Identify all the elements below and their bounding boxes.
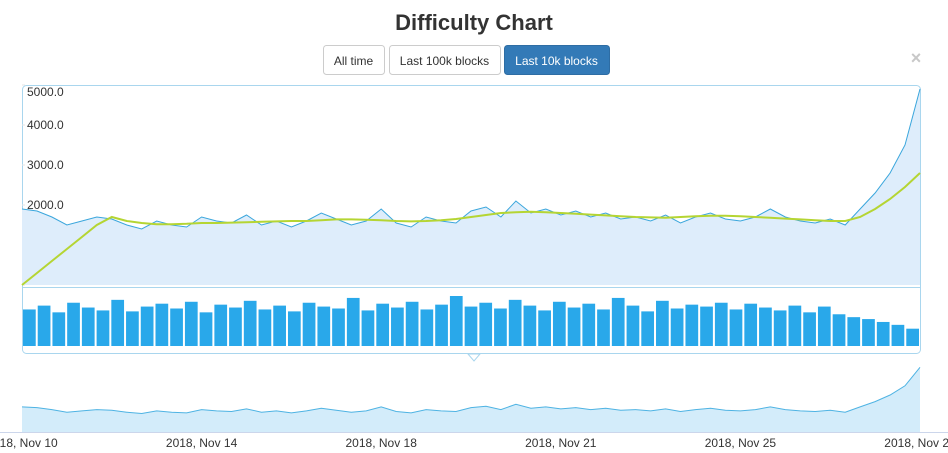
x-tick-label: 2018, Nov 28	[884, 436, 948, 450]
volume-bar	[435, 304, 448, 346]
volume-bar	[656, 300, 669, 346]
range-button-label[interactable]: All time	[334, 54, 374, 68]
volume-bar	[23, 309, 36, 346]
volume-bar	[773, 310, 787, 346]
volume-bar	[346, 297, 360, 346]
x-tick-label: 2018, Nov 18	[346, 436, 418, 450]
volume-bar	[862, 319, 875, 346]
x-tick-label: 2018, Nov 25	[705, 436, 777, 450]
volume-bar	[847, 317, 861, 346]
y-tick-label: 4000.0	[27, 118, 64, 132]
volume-bar	[700, 306, 713, 346]
close-button[interactable]: ×	[911, 48, 922, 68]
x-tick-label: 2018, Nov 21	[525, 436, 597, 450]
volume-bar	[405, 301, 419, 346]
volume-bar	[391, 307, 404, 346]
volume-bar	[744, 303, 758, 346]
y-tick-label: 5000.0	[27, 85, 64, 99]
volume-bar	[641, 311, 655, 346]
volume-bar	[538, 310, 551, 346]
volume-bar	[464, 306, 478, 346]
volume-bar	[832, 314, 846, 346]
y-tick-label: 2000.0	[27, 198, 64, 212]
volume-bar	[552, 301, 566, 346]
volume-bar	[582, 303, 596, 346]
average-line	[21, 172, 921, 286]
volume-bar	[788, 305, 802, 346]
range-button[interactable]	[504, 45, 610, 75]
range-button[interactable]	[389, 45, 501, 75]
volume-bar	[420, 309, 434, 346]
volume-bar	[611, 297, 625, 346]
volume-bar	[376, 303, 390, 346]
difficulty-line	[21, 88, 921, 230]
volume-bar	[361, 310, 375, 346]
volume-bar	[96, 310, 110, 346]
navigator-area	[22, 367, 920, 432]
volume-bar	[567, 307, 581, 346]
volume-bar	[273, 305, 286, 346]
volume-bar	[258, 309, 272, 346]
volume-bar	[214, 304, 228, 346]
volume-bar	[906, 328, 919, 346]
x-tick-label: 2018, Nov 10	[0, 436, 58, 450]
chart-title: Difficulty Chart	[395, 10, 553, 35]
volume-bar	[111, 299, 125, 346]
volume-bar	[714, 302, 728, 346]
volume-bar	[685, 304, 699, 346]
volume-bar	[140, 306, 154, 346]
volume-bar	[876, 321, 890, 346]
volume-bar	[155, 303, 169, 346]
volume-bar	[449, 296, 463, 346]
x-tick-label: 2018, Nov 14	[166, 436, 238, 450]
volume-bar	[479, 302, 493, 346]
volume-bar	[67, 302, 80, 346]
volume-bar	[302, 302, 316, 346]
volume-bar	[332, 308, 345, 346]
volume-bar	[184, 301, 198, 346]
range-button-label[interactable]: Last 100k blocks	[400, 54, 489, 68]
volume-bar	[803, 312, 816, 346]
area-fill	[22, 89, 920, 285]
range-button-label[interactable]: Last 10k blocks	[515, 54, 598, 68]
volume-bar	[597, 309, 610, 346]
volume-bar	[626, 305, 640, 346]
volume-bar	[52, 312, 66, 346]
volume-bar	[759, 307, 772, 346]
navigator-pointer	[466, 353, 482, 362]
navigator-line	[21, 366, 921, 415]
volume-bar	[126, 311, 139, 346]
volume-bar	[243, 300, 257, 346]
volume-bar	[317, 306, 331, 346]
volume-bar	[891, 324, 905, 346]
volume-bar	[81, 307, 95, 346]
volume-bar	[494, 308, 507, 346]
volume-bar	[670, 308, 684, 346]
range-button[interactable]	[323, 45, 385, 75]
volume-bar	[170, 308, 183, 346]
volume-bar	[508, 299, 522, 346]
volume-bar	[229, 307, 242, 346]
volume-bar	[523, 305, 537, 346]
y-tick-label: 3000.0	[27, 158, 64, 172]
volume-bar	[287, 311, 301, 346]
volume-bar	[37, 305, 51, 346]
volume-bar	[817, 306, 831, 346]
volume-bar	[199, 312, 213, 346]
volume-bar	[729, 309, 743, 346]
